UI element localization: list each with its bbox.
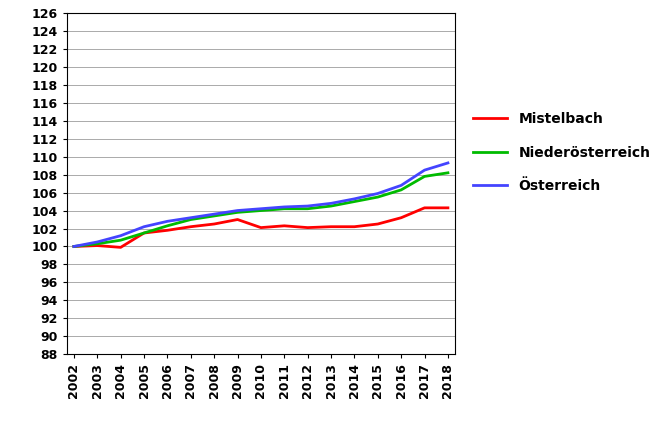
- Legend: Mistelbach, Niederösterreich, Österreich: Mistelbach, Niederösterreich, Österreich: [466, 105, 658, 200]
